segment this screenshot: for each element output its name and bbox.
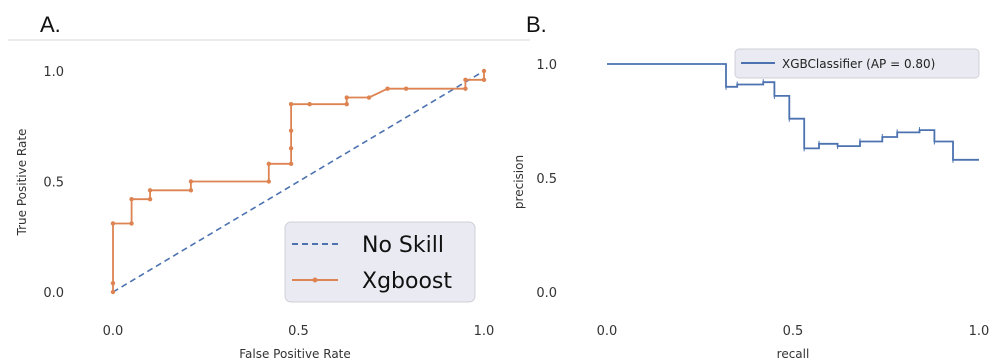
pr-legend: XGBClassifier (AP = 0.80) [734, 48, 980, 79]
xgboost-point [110, 289, 116, 295]
pr-y-axis-label: precision [512, 155, 526, 209]
xgboost-point [288, 146, 294, 151]
xgboost-point [129, 221, 134, 226]
roc-series [110, 68, 487, 295]
xgboost-point [188, 188, 194, 193]
legend-xgboost-marker [312, 277, 318, 283]
pr-ticks: 0.0 0.5 1.0 0.0 0.5 1.0 [536, 58, 989, 339]
roc-x-tick-label: 0.5 [288, 324, 309, 339]
roc-y-tick-label: 1.0 [43, 65, 64, 80]
xgboost-point [147, 188, 153, 193]
pr-y-tick-label: 1.0 [536, 58, 557, 73]
xgboost-point [463, 77, 468, 83]
xgboost-point [403, 86, 409, 91]
xgboost-point [129, 196, 134, 202]
pr-legend-box [734, 48, 980, 79]
xgboost-point [110, 280, 116, 286]
xgboost-point [307, 101, 312, 107]
roc-x-axis-label: False Positive Rate [239, 347, 351, 361]
xgboost-point [481, 68, 487, 74]
panel-a-label: A. [40, 12, 61, 37]
xgboost-point [288, 161, 294, 167]
xgboost-point [481, 77, 487, 83]
roc-ticks: 0.0 0.5 1.0 0.0 0.5 1.0 [43, 65, 494, 339]
roc-chart: True Positive Rate False Positive Rate 0… [15, 65, 494, 361]
xgboost-point [110, 221, 116, 226]
no-skill-line [112, 70, 485, 293]
pr-y-tick-label: 0.5 [536, 172, 557, 187]
roc-x-tick-label: 0.0 [103, 324, 124, 339]
pr-curve-line [607, 63, 979, 161]
xgboost-point [385, 86, 390, 91]
roc-y-tick-label: 0.0 [43, 286, 64, 301]
pr-x-tick-label: 0.5 [783, 324, 804, 339]
xgboost-point [188, 179, 194, 184]
roc-x-tick-label: 1.0 [474, 324, 495, 339]
roc-legend-box [284, 221, 476, 303]
pr-x-tick-label: 1.0 [969, 324, 990, 339]
xgboost-point [344, 101, 349, 107]
pr-series [607, 63, 979, 163]
legend-xgbclassifier-label: XGBClassifier (AP = 0.80) [782, 57, 935, 71]
xgboost-point [147, 196, 153, 202]
precision-recall-chart: precision recall 0.0 0.5 1.0 0.0 0.5 1.0 XGBC… [512, 48, 989, 361]
roc-y-axis-label: True Positive Rate [15, 129, 29, 237]
legend-xgboost-label: Xgboost [362, 269, 452, 294]
pr-x-axis-label: recall [777, 347, 810, 361]
legend-no-skill-label: No Skill [362, 233, 444, 258]
roc-legend: No Skill Xgboost [284, 221, 476, 303]
xgboost-point [463, 86, 468, 91]
xgboost-point [266, 179, 272, 184]
roc-y-tick-label: 0.5 [43, 176, 64, 191]
xgboost-point [366, 95, 372, 100]
pr-x-tick-label: 0.0 [597, 324, 618, 339]
xgboost-point [288, 128, 294, 133]
xgboost-point [266, 161, 272, 167]
xgboost-point [288, 101, 294, 107]
panel-b-label: B. [526, 12, 547, 37]
xgboost-point [344, 95, 349, 100]
pr-y-tick-label: 0.0 [536, 286, 557, 301]
